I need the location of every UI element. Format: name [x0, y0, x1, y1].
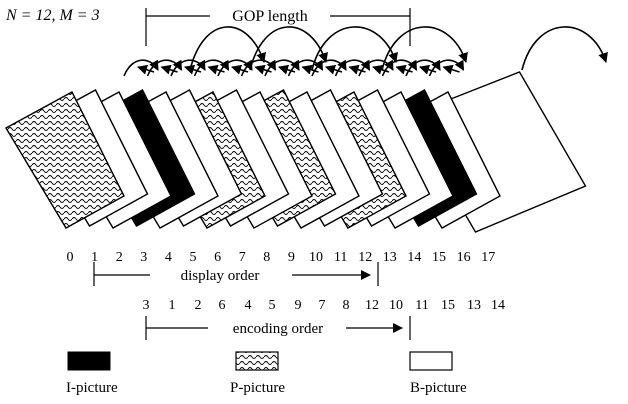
encoding-number: 2	[195, 298, 202, 313]
back-arrow-9	[348, 64, 366, 75]
display-number: 11	[334, 250, 347, 265]
encoding-number: 7	[319, 298, 326, 313]
back-arrow-6	[278, 64, 296, 75]
display-number: 16	[457, 250, 471, 265]
forward-arc-4	[521, 26, 608, 71]
display-number: 5	[190, 250, 197, 265]
encoding-order-label: encoding order	[233, 321, 323, 337]
display-number: 15	[432, 250, 446, 265]
back-arrow-5	[254, 64, 272, 75]
small-arc-11	[381, 59, 418, 77]
b-picture-swatch	[409, 351, 453, 371]
frame-0	[5, 91, 125, 229]
encoding-number: 11	[415, 298, 428, 313]
small-arc-13	[428, 59, 465, 77]
forward-arc-2	[311, 26, 398, 71]
small-arc-8	[311, 59, 347, 77]
display-number: 8	[263, 250, 270, 265]
display-number: 9	[288, 250, 295, 265]
small-arc-5	[240, 59, 277, 77]
encoding-number: 9	[295, 298, 302, 313]
encoding-order-numbers: 3 1 2 6 4 5 9 7 8 12 10 11 15 13 14	[143, 298, 506, 313]
small-arc-9	[334, 59, 371, 77]
gop-parameters: N = 12, M = 3	[5, 7, 100, 24]
small-arc-1	[146, 59, 183, 77]
small-arc-0	[123, 59, 159, 77]
p-picture-swatch	[235, 351, 279, 371]
display-number: 3	[140, 250, 147, 265]
encoding-number: 3	[143, 298, 150, 313]
back-arrow-8	[325, 64, 343, 75]
display-order-label: display order	[181, 268, 260, 284]
small-arc-3	[193, 59, 230, 77]
back-arrow-13	[442, 64, 460, 75]
back-arrow-1	[160, 64, 178, 75]
encoding-number: 10	[389, 298, 403, 313]
forward-arc-0	[189, 26, 266, 71]
small-arc-4	[217, 59, 253, 77]
display-number: 14	[407, 250, 421, 265]
display-number: 1	[91, 250, 98, 265]
display-number: 10	[309, 250, 323, 265]
encoding-number: 1	[169, 298, 176, 313]
picture-frames	[5, 71, 587, 233]
small-arc-7	[287, 59, 324, 77]
back-arrow-7	[301, 64, 319, 75]
display-number: 7	[239, 250, 246, 265]
forward-arc-3	[381, 26, 468, 71]
encoding-number: 15	[441, 298, 455, 313]
display-number: 13	[383, 250, 397, 265]
display-number: 12	[358, 250, 372, 265]
back-arrow-12	[419, 64, 437, 75]
back-arrow-10	[372, 64, 390, 75]
display-number: 17	[481, 250, 495, 265]
prediction-arrows	[123, 26, 608, 77]
i-picture-swatch	[67, 351, 111, 371]
small-arc-2	[170, 59, 206, 77]
encoding-number: 12	[365, 298, 379, 313]
back-arrow-4	[231, 64, 249, 75]
encoding-number: 6	[219, 298, 226, 313]
p-picture-label: P-picture	[230, 380, 285, 396]
encoding-number: 13	[467, 298, 481, 313]
gop-length-label: GOP length	[232, 8, 307, 25]
back-arrow-0	[137, 64, 155, 75]
small-arc-12	[405, 59, 441, 77]
encoding-number: 8	[343, 298, 350, 313]
display-number: 4	[165, 250, 172, 265]
back-arrow-2	[184, 64, 202, 75]
small-arc-6	[264, 59, 300, 77]
forward-arc-1	[249, 26, 328, 71]
i-picture-label: I-picture	[66, 380, 118, 396]
legend: I-picture P-picture B-picture	[66, 351, 467, 396]
encoding-number: 5	[269, 298, 276, 313]
display-order-numbers: 0 1 2 3 4 5 6 7 8 9 10 11 12 13 14 15 16 17	[67, 250, 496, 265]
encoding-number: 4	[245, 298, 252, 313]
encoding-number: 14	[491, 298, 505, 313]
display-number: 6	[214, 250, 221, 265]
b-picture-label: B-picture	[410, 380, 467, 396]
gop-length-dimension	[145, 8, 411, 46]
encoding-order-dimension	[145, 316, 411, 340]
display-order-dimension	[93, 262, 379, 286]
small-arc-10	[358, 59, 394, 77]
back-arrow-11	[395, 64, 413, 75]
display-number: 2	[116, 250, 123, 265]
back-arrow-3	[207, 64, 225, 75]
display-number: 0	[67, 250, 74, 265]
